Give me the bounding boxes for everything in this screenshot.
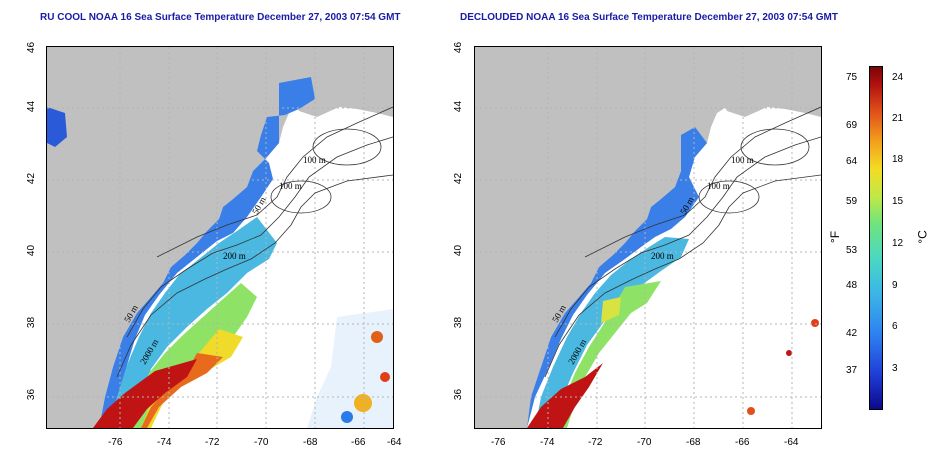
- fahrenheit-unit: °F: [828, 230, 843, 244]
- y-tick: 44: [26, 100, 38, 113]
- y-tick: 40: [26, 244, 38, 257]
- left-map-title: RU COOL NOAA 16 Sea Surface Temperature …: [40, 12, 401, 23]
- celsius-tick: 12: [892, 238, 904, 249]
- sst-cold-shelf: [99, 77, 315, 428]
- x-tick: -72: [205, 437, 220, 448]
- celsius-unit: °C: [915, 230, 930, 244]
- contour-label: 100 m: [731, 155, 754, 165]
- sst-cold-shelf: [527, 127, 707, 428]
- x-tick: -68: [686, 437, 701, 448]
- y-tick: 40: [453, 244, 465, 257]
- celsius-tick: 3: [892, 363, 898, 374]
- sst-gulf-stream: [93, 359, 197, 428]
- fahrenheit-tick: 53: [846, 245, 858, 256]
- right-sst-map: 100 m 100 m 50 m 200 m 50 m 2000 m: [474, 46, 822, 429]
- y-tick: 44: [453, 100, 465, 113]
- x-tick: -70: [254, 437, 269, 448]
- x-tick: -64: [387, 437, 402, 448]
- land-nova-scotia: [287, 59, 393, 117]
- y-tick: 38: [26, 316, 38, 329]
- x-tick: -64: [784, 437, 799, 448]
- sst-gulf-stream: [527, 363, 603, 428]
- sst-mid: [109, 217, 277, 428]
- fahrenheit-tick: 37: [846, 365, 858, 376]
- x-tick: -74: [540, 437, 555, 448]
- x-tick: -76: [491, 437, 506, 448]
- contour-2000m: [156, 106, 393, 258]
- sst-warm: [141, 353, 223, 428]
- contour-50m: [116, 174, 393, 378]
- contour-200m: [554, 136, 821, 338]
- y-tick: 42: [26, 172, 38, 185]
- x-tick: -66: [351, 437, 366, 448]
- contour-label: 100 m: [303, 155, 326, 165]
- x-tick: -72: [588, 437, 603, 448]
- celsius-tick: 9: [892, 280, 898, 291]
- contour-2000m: [584, 106, 821, 258]
- left-sst-map: 100 m 100 m 50 m 200 m 50 m 2000 m: [46, 46, 394, 429]
- celsius-tick: 6: [892, 321, 898, 332]
- land-mass: [47, 47, 393, 428]
- celsius-tick: 24: [892, 72, 904, 83]
- fahrenheit-tick: 75: [846, 72, 858, 83]
- fahrenheit-tick: 42: [846, 328, 858, 339]
- x-tick: -68: [303, 437, 318, 448]
- x-tick: -74: [157, 437, 172, 448]
- temperature-colorbar: [869, 66, 883, 410]
- y-tick: 46: [26, 41, 38, 54]
- land-nova-scotia: [715, 59, 821, 117]
- land-mass: [475, 47, 821, 428]
- y-tick: 36: [26, 388, 38, 401]
- sst-yellow: [601, 297, 621, 323]
- fahrenheit-tick: 48: [846, 280, 858, 291]
- contour-label: 200 m: [651, 251, 674, 261]
- right-map-title: DECLOUDED NOAA 16 Sea Surface Temperatur…: [460, 12, 838, 23]
- y-tick: 46: [453, 41, 465, 54]
- x-tick: -70: [637, 437, 652, 448]
- contour-200m: [126, 136, 393, 338]
- celsius-tick: 15: [892, 196, 904, 207]
- y-tick: 42: [453, 172, 465, 185]
- contour-label: 100 m: [707, 181, 730, 191]
- contour-label: 100 m: [279, 181, 302, 191]
- x-tick: -76: [108, 437, 123, 448]
- sst-green: [131, 283, 257, 428]
- contour-50m: [544, 174, 821, 378]
- sst-speckle-east: [307, 309, 393, 428]
- georges-bank: [698, 180, 760, 214]
- y-tick: 38: [453, 316, 465, 329]
- contour-label: 200 m: [223, 251, 246, 261]
- celsius-tick: 21: [892, 113, 904, 124]
- celsius-tick: 18: [892, 154, 904, 165]
- fahrenheit-tick: 59: [846, 196, 858, 207]
- x-tick: -66: [735, 437, 750, 448]
- fahrenheit-tick: 69: [846, 120, 858, 131]
- georges-bank: [270, 180, 332, 214]
- sst-blue-west: [47, 107, 67, 147]
- y-tick: 36: [453, 388, 465, 401]
- fahrenheit-tick: 64: [846, 156, 858, 167]
